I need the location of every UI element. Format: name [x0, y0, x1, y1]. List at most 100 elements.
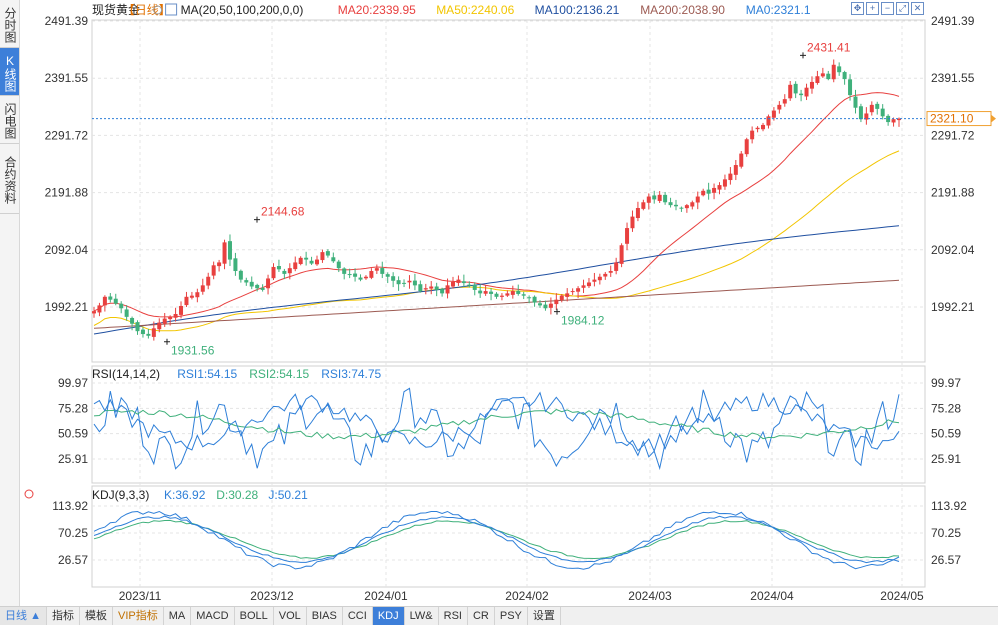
rsi-value-label: RSI2:54.15 — [249, 367, 309, 381]
candle-body — [374, 268, 379, 271]
kdj-title: KDJ(9,3,3) — [92, 488, 149, 502]
candle-body — [249, 281, 254, 287]
kline-chart[interactable]: 2321.10 2144.68 2431.41 1931.56 1984.12 249… — [0, 0, 998, 606]
rsi-value-label: RSI1:54.15 — [177, 367, 237, 381]
candle-body — [407, 280, 412, 283]
candle-body — [641, 202, 646, 209]
side-tab-1[interactable]: K线图 — [0, 48, 19, 96]
candle-body — [119, 303, 124, 309]
ma-value-label: MA20:2339.95 — [338, 3, 416, 17]
candle-body — [679, 207, 684, 209]
candle-body — [489, 291, 494, 294]
candle-body — [657, 194, 662, 201]
indicator-tab-bar: 日线 ▲ 指标 模板 VIP指标 MA MACD BOLL VOL BIAS CCI KDJ LW& R… — [0, 606, 998, 625]
indicator-tab-12[interactable]: CR — [468, 607, 495, 625]
close-icon[interactable]: ✕ — [911, 2, 924, 15]
side-tab-2[interactable]: 闪电图 — [0, 96, 19, 144]
candle-body — [217, 262, 222, 267]
kdj-tick-left: 26.57 — [58, 553, 88, 567]
time-tick: 2024/01 — [364, 589, 408, 603]
current-price-label: 2321.10 — [930, 112, 974, 126]
candle-body — [668, 202, 673, 206]
candle-body — [309, 260, 314, 264]
candle-body — [804, 87, 809, 97]
candle-body — [222, 242, 227, 264]
candle-body — [461, 281, 466, 284]
candle-body — [363, 276, 368, 279]
price-tick-left: 2491.39 — [45, 14, 89, 28]
indicator-tab-10[interactable]: LW& — [405, 607, 439, 625]
indicator-tab-11[interactable]: RSI — [439, 607, 468, 625]
indicator-tab-14[interactable]: 设置 — [528, 607, 561, 625]
period-label: 【日线】 — [123, 3, 171, 17]
candle-body — [554, 299, 559, 305]
side-tab-0[interactable]: 分时图 — [0, 0, 19, 48]
candle-body — [782, 99, 787, 104]
candle-body — [744, 139, 749, 155]
ma50-line — [93, 150, 900, 332]
candle-body — [543, 304, 548, 309]
annotation-high: 2431.41 — [807, 40, 851, 54]
ma-value-label: MA50:2240.06 — [436, 3, 514, 17]
price-tick-right: 2391.55 — [931, 71, 975, 85]
candle-body — [717, 185, 722, 190]
indicator-tab-1[interactable]: 模板 — [80, 607, 113, 625]
ma20-line — [93, 92, 900, 318]
indicator-tab-2[interactable]: VIP指标 — [113, 607, 164, 625]
candle-body — [227, 241, 232, 260]
settings-sun-icon — [24, 489, 34, 499]
candle-body — [880, 108, 885, 117]
annotation-low: 1984.12 — [561, 314, 605, 328]
candle-body — [97, 305, 102, 313]
rsi3-line — [93, 391, 900, 453]
indicator-tab-5[interactable]: BOLL — [235, 607, 274, 625]
j-line — [93, 510, 900, 570]
indicator-tab-4[interactable]: MACD — [191, 607, 235, 625]
candle-body — [445, 285, 450, 294]
indicator-tab-9[interactable]: KDJ — [372, 607, 405, 625]
candle-body — [347, 274, 352, 276]
period-selector-button[interactable]: 日线 ▲ — [0, 607, 47, 625]
candlesticks — [92, 59, 901, 341]
kdj-tick-left: 70.25 — [58, 526, 88, 540]
annotation-low: 1931.56 — [171, 344, 215, 358]
candle-body — [538, 303, 543, 306]
candle-body — [837, 66, 842, 73]
zoom-out-icon[interactable]: − — [881, 2, 894, 15]
fit-icon[interactable]: ⤢ — [896, 2, 909, 15]
plus-circle-icon — [153, 5, 163, 15]
candle-body — [113, 298, 118, 304]
price-tick-left: 2191.88 — [45, 186, 89, 200]
rsi-tick-right: 99.97 — [931, 376, 961, 390]
candle-body — [157, 322, 162, 330]
candle-body — [320, 252, 325, 261]
candle-body — [140, 329, 145, 335]
candle-body — [842, 72, 847, 80]
candle-body — [402, 282, 407, 284]
candle-body — [276, 266, 281, 270]
candle-body — [592, 279, 597, 282]
candle-body — [380, 268, 385, 274]
candle-body — [293, 262, 298, 270]
candle-body — [92, 311, 96, 314]
kdj-value-label: K:36.92 — [164, 488, 206, 502]
k-line — [93, 515, 900, 564]
candle-body — [635, 208, 640, 219]
candle-body — [559, 295, 564, 300]
candle-body — [233, 258, 238, 272]
move-icon[interactable]: ✥ — [851, 2, 864, 15]
time-tick: 2024/02 — [505, 589, 549, 603]
indicator-tab-13[interactable]: PSY — [495, 607, 528, 625]
side-tab-3[interactable]: 合约资料 — [0, 144, 19, 214]
candle-body — [858, 106, 863, 120]
indicator-tab-8[interactable]: CCI — [343, 607, 373, 625]
price-annotations: 2144.68 2431.41 1931.56 1984.12 — [164, 40, 851, 358]
indicator-tab-6[interactable]: VOL — [274, 607, 307, 625]
indicator-tab-0[interactable]: 指标 — [47, 607, 80, 625]
candle-body — [586, 282, 591, 287]
indicator-tab-7[interactable]: BIAS — [307, 607, 343, 625]
candle-body — [434, 286, 439, 290]
indicator-tab-3[interactable]: MA — [164, 607, 192, 625]
zoom-in-icon[interactable]: + — [866, 2, 879, 15]
kdj-value-label: J:50.21 — [268, 488, 308, 502]
